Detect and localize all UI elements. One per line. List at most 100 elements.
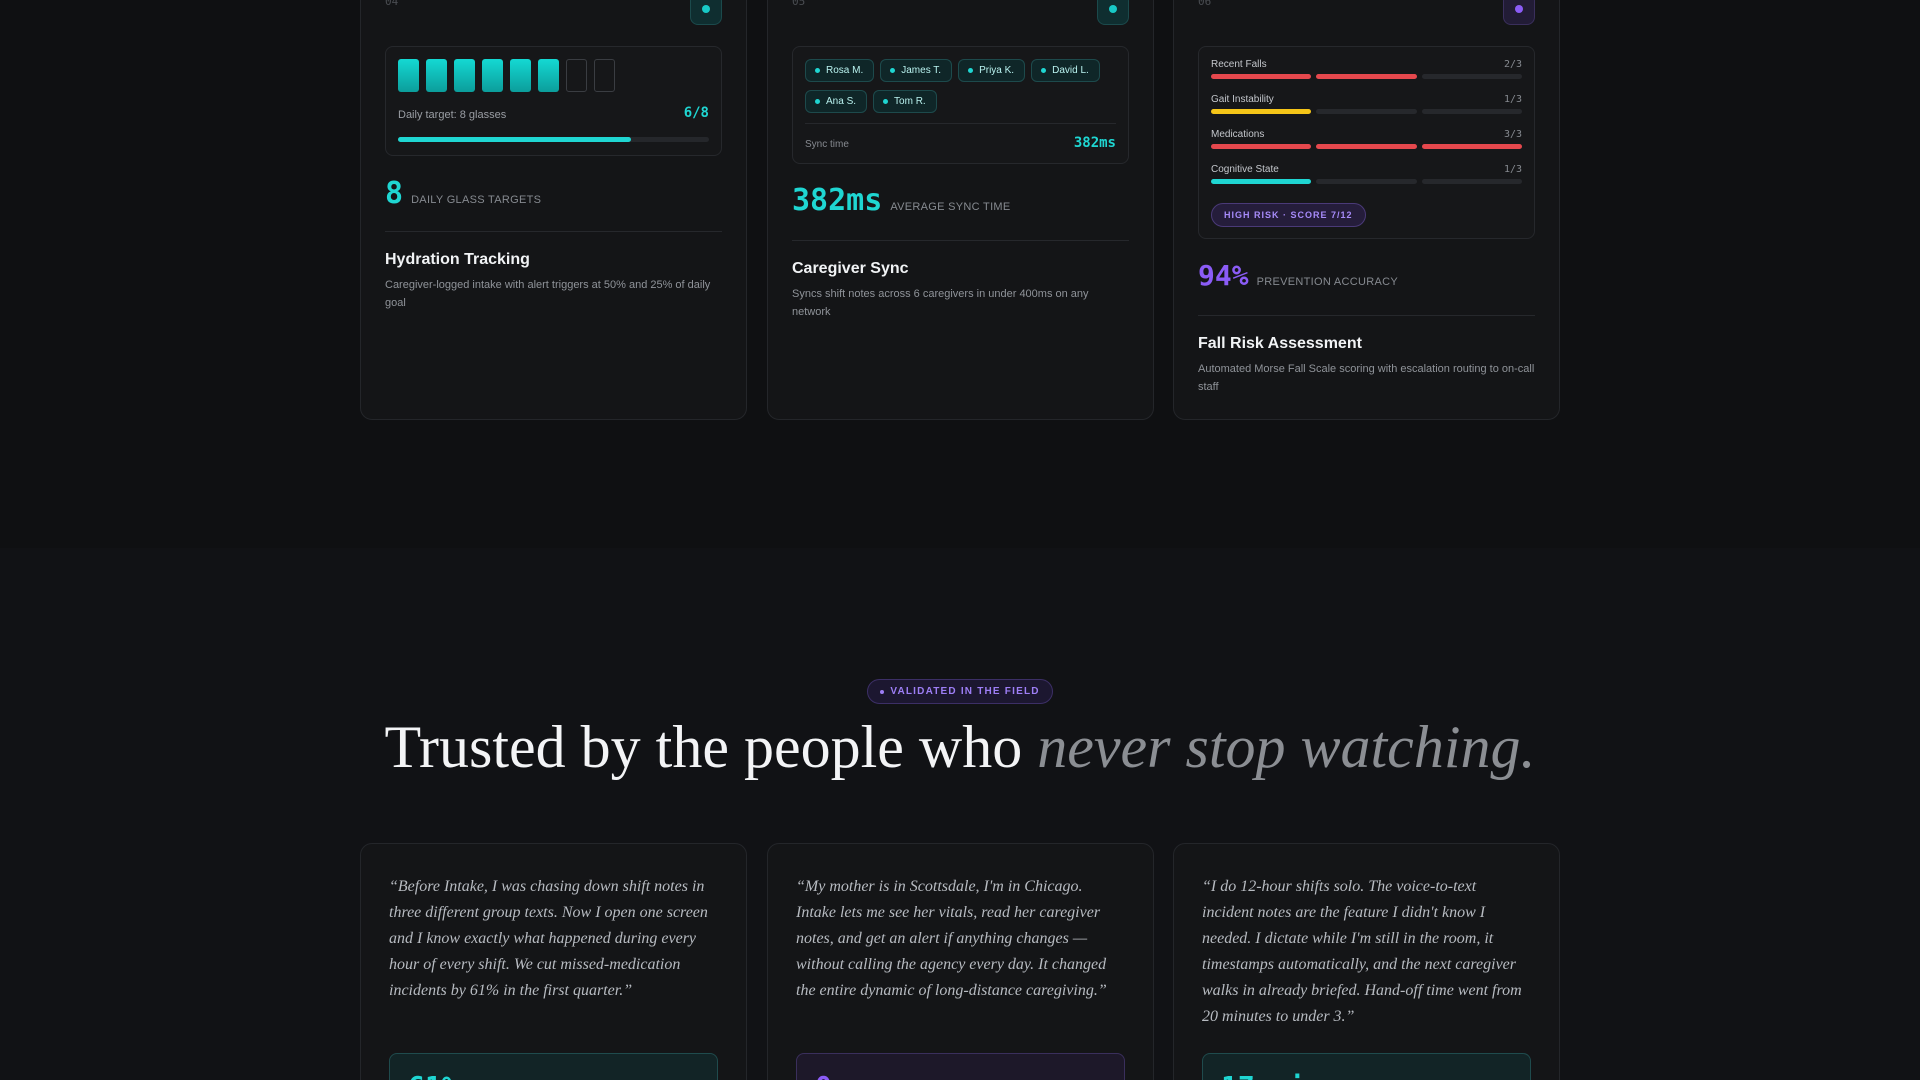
metric: 8 DAILY GLASS TARGETS — [385, 176, 541, 211]
dot-icon — [1097, 0, 1129, 25]
caregiver-chips: Rosa M. James T. Priya K. David L. Ana S. Tom… — [805, 59, 1105, 113]
metric-value: 8 — [385, 176, 404, 211]
feature-card-hydration: 04 Daily target: 8 glasses 6/8 8 DAILY G… — [360, 0, 747, 420]
testimonial-quote: “I do 12-hour shifts solo. The voice-to-… — [1202, 878, 1522, 1025]
card-title: Fall Risk Assessment — [1198, 335, 1362, 352]
card-title: Hydration Tracking — [385, 251, 530, 268]
testimonial-quote: “Before Intake, I was chasing down shift… — [389, 878, 708, 999]
card-description: Automated Morse Fall Scale scoring with … — [1198, 363, 1535, 393]
eyebrow-label: VALIDATED IN THE FIELD — [890, 686, 1040, 697]
testimonial-card: “Before Intake, I was chasing down shift… — [360, 843, 747, 1080]
caregiver-chip: David L. — [1031, 59, 1100, 82]
risk-segment — [1211, 179, 1312, 184]
card-title: Caregiver Sync — [792, 260, 909, 277]
status-dot-icon — [883, 99, 889, 104]
caregiver-name: Tom R. — [894, 96, 926, 107]
risk-segment — [1421, 179, 1522, 184]
metric: 94% PREVENTION ACCURACY — [1198, 259, 1398, 292]
risk-segments — [1211, 74, 1522, 79]
caregiver-chip: James T. — [880, 59, 953, 82]
caregiver-chip: Rosa M. — [805, 59, 875, 82]
glass-indicator — [482, 59, 503, 92]
risk-segments — [1211, 179, 1522, 184]
metric-label: AVERAGE SYNC TIME — [890, 201, 1011, 213]
caregiver-chip: Priya K. — [958, 59, 1026, 82]
status-dot-icon — [890, 68, 896, 73]
testimonial-card: “I do 12-hour shifts solo. The voice-to-… — [1173, 843, 1560, 1080]
glass-indicator — [566, 59, 587, 92]
risk-segment — [1316, 179, 1417, 184]
risk-factor-name: Recent Falls — [1211, 59, 1267, 70]
risk-segment — [1421, 74, 1522, 79]
risk-factor-name: Medications — [1211, 129, 1265, 140]
dot-icon — [690, 0, 722, 25]
caregiver-name: David L. — [1052, 65, 1089, 76]
feature-card-caregiver-sync: 05 Rosa M. James T. Priya K. David L. Ana S.… — [767, 0, 1154, 420]
section-headline: Trusted by the people who never stop wat… — [0, 713, 1920, 782]
divider — [385, 231, 722, 232]
status-dot-icon — [968, 68, 974, 73]
divider — [792, 240, 1129, 241]
divider — [1198, 315, 1535, 316]
metric-value: 94% — [1198, 259, 1249, 292]
risk-factor-score: 3/3 — [1503, 129, 1522, 140]
card-description: Caregiver-logged intake with alert trigg… — [385, 279, 711, 309]
caregiver-name: Rosa M. — [826, 65, 864, 76]
risk-factor-score: 1/3 — [1503, 94, 1522, 105]
caregiver-chip: Ana S. — [805, 90, 868, 113]
metric: 382ms AVERAGE SYNC TIME — [792, 183, 1011, 218]
caregiver-chip: Tom R. — [873, 90, 937, 113]
testimonial-quote: “My mother is in Scottsdale, I'm in Chic… — [796, 878, 1107, 999]
divider — [805, 123, 1116, 124]
hydration-progress-bar — [398, 137, 709, 142]
testimonial-stat: 0 — [796, 1053, 1125, 1080]
dot-icon — [1503, 0, 1535, 25]
headline-italic: never stop watching. — [1037, 714, 1536, 780]
sync-time-value: 382ms — [1073, 135, 1116, 151]
risk-segment — [1211, 109, 1312, 114]
dot-icon — [880, 689, 885, 694]
risk-segments — [1211, 109, 1522, 114]
risk-factor-row: Recent Falls 2/3 — [1211, 59, 1522, 87]
risk-factor-name: Cognitive State — [1211, 164, 1279, 175]
risk-segment — [1421, 109, 1522, 114]
status-dot-icon — [815, 99, 820, 104]
risk-segment — [1316, 74, 1417, 79]
glass-indicator — [538, 59, 559, 92]
caregiver-name: James T. — [901, 65, 942, 76]
glass-indicator — [594, 59, 615, 92]
sync-time-label: Sync time — [805, 139, 849, 150]
risk-segment — [1211, 74, 1312, 79]
headline-plain: Trusted by the people who — [384, 714, 1038, 780]
risk-factor-score: 2/3 — [1503, 59, 1522, 70]
hydration-progress-fill — [398, 137, 632, 142]
status-dot-icon — [815, 68, 820, 73]
glass-indicators — [398, 59, 615, 92]
metric-value: 382ms — [792, 183, 883, 218]
glass-indicator — [454, 59, 475, 92]
hydration-panel: Daily target: 8 glasses 6/8 — [385, 46, 722, 156]
caregiver-name: Priya K. — [979, 65, 1015, 76]
testimonial-card: “My mother is in Scottsdale, I'm in Chic… — [767, 843, 1154, 1080]
glass-count: 6/8 — [683, 105, 709, 121]
feature-number: 05 — [792, 0, 806, 8]
metric-label: PREVENTION ACCURACY — [1256, 276, 1398, 288]
testimonial-stat: 17 min — [1202, 1053, 1531, 1080]
feature-number: 06 — [1198, 0, 1212, 8]
card-description: Syncs shift notes across 6 caregivers in… — [792, 288, 1089, 318]
status-dot-icon — [1041, 68, 1047, 73]
risk-segment — [1421, 144, 1522, 149]
caregiver-panel: Rosa M. James T. Priya K. David L. Ana S. Tom… — [792, 46, 1129, 164]
risk-badge: HIGH RISK · SCORE 7/12 — [1211, 203, 1366, 227]
risk-segment — [1211, 144, 1312, 149]
feature-number: 04 — [385, 0, 399, 8]
risk-factor-row: Gait Instability 1/3 — [1211, 94, 1522, 122]
glass-indicator — [398, 59, 419, 92]
risk-factor-row: Medications 3/3 — [1211, 129, 1522, 157]
section-eyebrow: VALIDATED IN THE FIELD — [867, 679, 1053, 704]
caregiver-name: Ana S. — [826, 96, 857, 107]
risk-segment — [1316, 144, 1417, 149]
metric-label: DAILY GLASS TARGETS — [411, 194, 542, 206]
glass-indicator — [426, 59, 447, 92]
risk-segments — [1211, 144, 1522, 149]
